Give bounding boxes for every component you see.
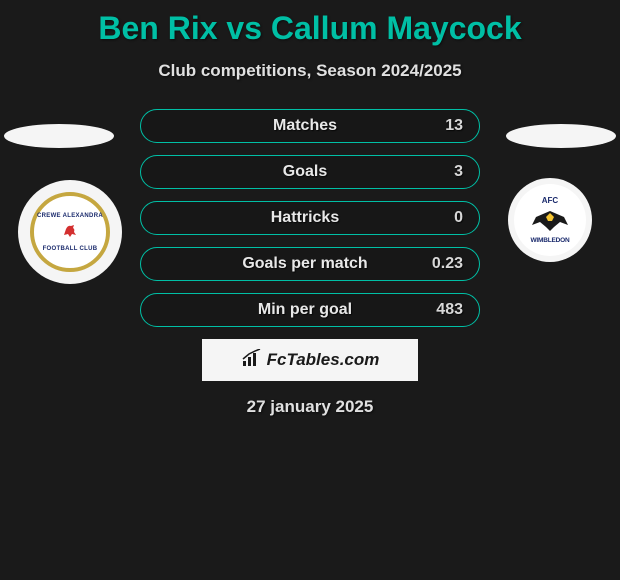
club-badge-right: AFC WIMBLEDON: [508, 178, 592, 262]
stat-label: Goals: [187, 163, 423, 181]
player-placeholder-right: [506, 124, 616, 148]
stat-row-hattricks: Hattricks 0: [140, 201, 480, 235]
stat-value: 13: [423, 117, 463, 135]
stat-value: 0.23: [423, 255, 463, 273]
stat-row-goals: Goals 3: [140, 155, 480, 189]
stat-row-matches: Matches 13: [140, 109, 480, 143]
subtitle: Club competitions, Season 2024/2025: [0, 61, 620, 81]
club-badge-left: CREWE ALEXANDRA FOOTBALL CLUB: [18, 180, 122, 284]
date: 27 january 2025: [0, 397, 620, 417]
wimbledon-crest: AFC WIMBLEDON: [514, 184, 586, 256]
stat-label: Min per goal: [187, 301, 423, 319]
stat-label: Goals per match: [187, 255, 423, 273]
stat-row-min-per-goal: Min per goal 483: [140, 293, 480, 327]
watermark[interactable]: FcTables.com: [202, 339, 418, 381]
stat-row-goals-per-match: Goals per match 0.23: [140, 247, 480, 281]
watermark-text: FcTables.com: [267, 350, 380, 370]
crest-text-top: AFC: [542, 196, 558, 205]
stat-value: 0: [423, 209, 463, 227]
crewe-crest: CREWE ALEXANDRA FOOTBALL CLUB: [30, 192, 110, 272]
stat-value: 483: [423, 301, 463, 319]
page-title: Ben Rix vs Callum Maycock: [0, 0, 620, 47]
stats-container: Matches 13 Goals 3 Hattricks 0 Goals per…: [140, 109, 480, 327]
crest-text-top: CREWE ALEXANDRA: [34, 213, 106, 219]
crest-text-bot: FOOTBALL CLUB: [34, 246, 106, 252]
stat-label: Hattricks: [187, 209, 423, 227]
chart-icon: [241, 349, 263, 372]
lion-icon: [34, 221, 106, 244]
eagle-icon: [528, 207, 572, 235]
player-placeholder-left: [4, 124, 114, 148]
stat-value: 3: [423, 163, 463, 181]
stat-label: Matches: [187, 117, 423, 135]
crest-text-bot: WIMBLEDON: [531, 237, 570, 244]
